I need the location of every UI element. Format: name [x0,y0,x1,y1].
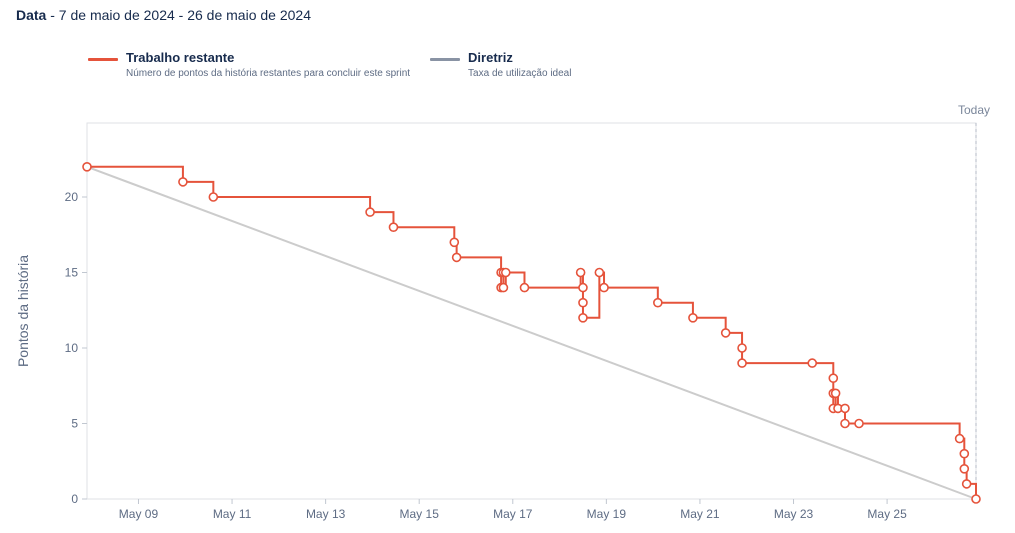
date-range-text: - 7 de maio de 2024 - 26 de maio de 2024 [46,7,311,23]
remaining-work-point[interactable] [954,433,965,444]
x-tick-label: May 09 [119,507,159,521]
date-label: Data [16,7,47,23]
x-tick-label: May 25 [867,507,907,521]
legend-desc-guideline: Taxa de utilização ideal [468,68,572,79]
y-axis-label: Pontos da história [15,255,31,367]
remaining-work-point[interactable] [840,418,850,429]
remaining-work-point[interactable] [854,418,864,429]
remaining-work-point[interactable] [82,162,92,172]
legend-item-remaining-work[interactable]: Trabalho restante Número de pontos da hi… [88,50,410,79]
x-tick-label: May 17 [493,507,533,521]
today-label: Today [958,103,990,117]
remaining-work-point[interactable] [959,463,970,474]
remaining-work-point[interactable] [451,252,462,263]
y-tick-label: 15 [65,266,79,280]
remaining-work-point[interactable] [830,388,841,399]
remaining-work-point[interactable] [575,267,586,278]
remaining-work-point[interactable] [599,282,609,293]
remaining-work-point[interactable] [519,282,530,293]
y-tick-label: 20 [65,190,79,204]
x-tick-label: May 11 [213,507,252,521]
x-tick-label: May 21 [680,507,720,521]
remaining-work-point[interactable] [840,403,850,414]
chart-legend: Trabalho restante Número de pontos da hi… [88,50,571,79]
x-tick-label: May 13 [306,507,346,521]
remaining-work-point[interactable] [688,312,698,323]
plot-area-frame [86,122,977,500]
legend-item-guideline[interactable]: Diretriz Taxa de utilização ideal [430,50,571,79]
remaining-work-point[interactable] [720,328,731,338]
remaining-work-point[interactable] [971,494,981,504]
remaining-work-point[interactable] [365,207,375,217]
remaining-work-point[interactable] [449,237,460,248]
legend-swatch-guideline [430,58,461,61]
remaining-work-point[interactable] [961,479,972,489]
legend-swatch-remaining [88,58,118,61]
legend-name-guideline: Diretriz [468,50,513,65]
remaining-work-point[interactable] [178,177,188,187]
date-range-header: Data - 7 de maio de 2024 - 26 de maio de… [16,7,311,23]
remaining-work-point[interactable] [828,373,839,384]
x-tick-label: May 15 [400,507,440,521]
remaining-work-point[interactable] [653,297,663,308]
y-tick-label: 5 [71,417,78,431]
remaining-work-point[interactable] [578,282,588,293]
remaining-work-point[interactable] [498,282,509,293]
remaining-work-point[interactable] [737,343,747,353]
remaining-work-point[interactable] [959,448,970,459]
remaining-work-point[interactable] [737,358,747,368]
remaining-work-point[interactable] [500,267,511,278]
legend-name-remaining: Trabalho restante [126,50,235,65]
x-tick-label: May 23 [774,507,814,521]
x-tick-label: May 19 [587,507,627,521]
remaining-work-point[interactable] [578,297,588,308]
guideline-line [86,165,977,500]
y-tick-label: 0 [71,492,78,506]
y-tick-label: 10 [65,341,79,355]
remaining-work-point[interactable] [807,358,818,368]
remaining-work-point[interactable] [208,192,219,202]
remaining-work-point[interactable] [388,222,399,232]
legend-desc-remaining: Número de pontos da história restantes p… [126,68,411,79]
remaining-work-point[interactable] [594,267,605,278]
remaining-work-point[interactable] [578,312,588,323]
